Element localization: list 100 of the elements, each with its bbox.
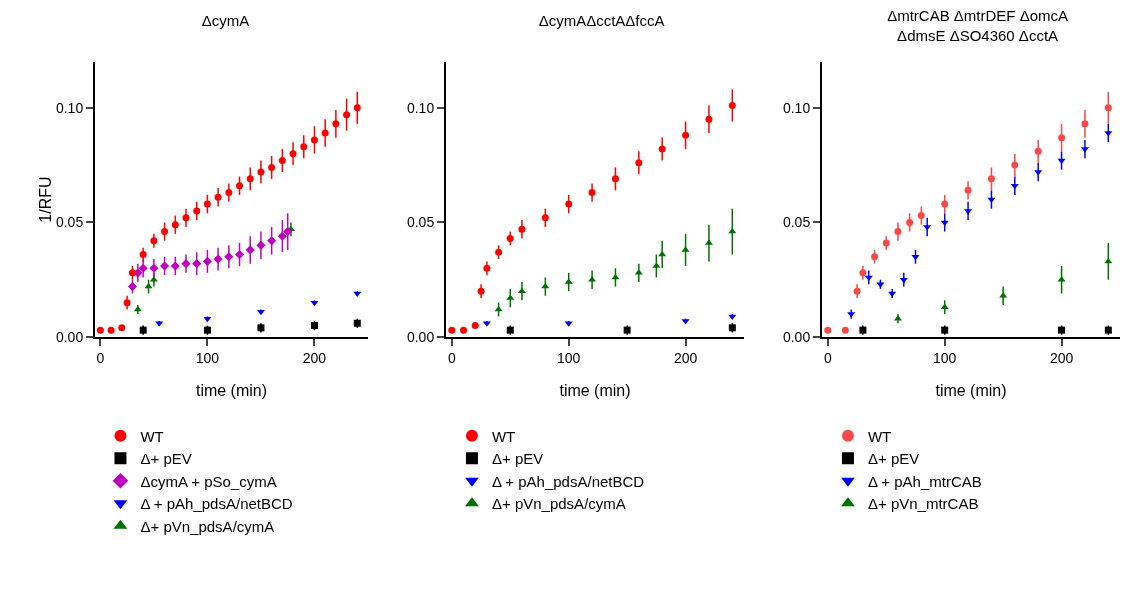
- y-tick-label: 0.10: [782, 99, 811, 116]
- point: [853, 287, 861, 295]
- point: [150, 237, 158, 245]
- x-tick-label: 0: [447, 349, 456, 366]
- point: [267, 236, 277, 246]
- point: [246, 175, 254, 183]
- point: [611, 273, 620, 280]
- y-axis-title: 1/RFU: [36, 176, 54, 223]
- point: [289, 150, 297, 158]
- point: [1104, 257, 1113, 264]
- point: [1081, 120, 1089, 128]
- point: [278, 157, 286, 165]
- x-tick-label: 200: [673, 349, 698, 366]
- point: [138, 263, 148, 273]
- point: [635, 159, 643, 167]
- point: [1104, 104, 1112, 112]
- point: [906, 218, 914, 226]
- point: [894, 228, 902, 236]
- y-tick-label: 0.05: [55, 214, 84, 231]
- point: [1034, 147, 1042, 155]
- point: [160, 261, 170, 271]
- y-tick-label: 0.10: [55, 99, 84, 116]
- x-tick-label: 100: [195, 349, 220, 366]
- point: [565, 200, 573, 208]
- point: [256, 240, 266, 250]
- legend-label: Δ+ pVn_mtrCAB: [867, 495, 979, 513]
- point: [682, 131, 690, 139]
- point: [193, 207, 201, 215]
- point: [332, 120, 340, 128]
- point: [224, 252, 234, 262]
- point: [236, 182, 244, 190]
- point: [1058, 134, 1066, 142]
- point: [203, 200, 211, 208]
- y-tick-label: 0.05: [782, 214, 811, 231]
- point: [483, 264, 491, 272]
- y-tick-label: 0.00: [782, 328, 811, 345]
- y-tick-label: 0.00: [55, 328, 84, 345]
- point: [321, 129, 329, 137]
- x-axis-title: time (min): [559, 382, 631, 399]
- point: [506, 234, 514, 242]
- point: [127, 282, 138, 292]
- legend-label: Δ+ pEV: [140, 450, 192, 468]
- y-tick-label: 0.00: [406, 328, 435, 345]
- point: [882, 239, 890, 247]
- point: [588, 189, 596, 197]
- point: [234, 249, 245, 260]
- legend-label: Δ+ pVn_pdsA/cymA: [491, 495, 626, 513]
- point: [728, 102, 736, 110]
- point: [477, 287, 485, 295]
- legend-label: WT: [140, 427, 164, 445]
- x-axis-title: time (min): [935, 382, 1007, 399]
- legend-label: ΔcymA + pSo_cymA: [140, 472, 277, 490]
- legend-label: Δ+ pEV: [491, 450, 544, 468]
- point: [123, 299, 131, 307]
- point: [859, 269, 867, 277]
- legend-label: Δ+ pVn_pdsA/cymA: [140, 517, 275, 535]
- x-tick-label: 0: [96, 349, 105, 366]
- point: [987, 175, 995, 183]
- point: [1057, 158, 1066, 165]
- x-tick-label: 200: [302, 349, 327, 366]
- point: [941, 200, 949, 208]
- x-axis-title: time (min): [195, 382, 268, 399]
- point: [871, 253, 879, 261]
- point: [257, 168, 265, 176]
- point: [917, 212, 925, 220]
- point: [495, 248, 503, 256]
- legend-label: WT: [491, 427, 516, 445]
- point: [245, 245, 255, 255]
- point: [225, 189, 233, 197]
- point: [658, 145, 666, 153]
- point: [161, 228, 169, 236]
- point: [202, 256, 212, 266]
- point: [171, 221, 179, 229]
- chart-title: ΔmtrCAB ΔmtrDEF ΔomcA ΔdmsE ΔSO4360 ΔcctA: [887, 7, 1069, 44]
- point: [541, 214, 549, 222]
- point: [705, 115, 713, 123]
- x-tick-label: 200: [1049, 349, 1074, 366]
- x-tick-label: 100: [557, 349, 581, 366]
- point: [268, 163, 276, 171]
- point: [1011, 161, 1019, 169]
- point: [518, 225, 526, 233]
- point: [310, 136, 318, 144]
- point: [277, 231, 287, 241]
- point: [139, 251, 147, 258]
- point: [213, 254, 223, 264]
- chart-title: ΔcymA: [201, 11, 250, 29]
- legend-label: WT: [867, 427, 892, 445]
- point: [343, 111, 351, 119]
- point: [182, 214, 190, 222]
- point: [611, 175, 619, 183]
- legend-label: Δ + pAh_pdsA/netBCD: [140, 495, 293, 513]
- point: [283, 227, 293, 237]
- point: [192, 259, 202, 269]
- point: [964, 186, 972, 194]
- legend-label: Δ + pAh_mtrCAB: [867, 472, 982, 490]
- x-tick-label: 0: [823, 349, 832, 366]
- legend-label: Δ + pAh_pdsA/netBCD: [491, 472, 645, 490]
- chart-title: ΔcymAΔcctAΔfccA: [538, 11, 665, 29]
- point: [170, 261, 180, 271]
- x-tick-label: 100: [933, 349, 957, 366]
